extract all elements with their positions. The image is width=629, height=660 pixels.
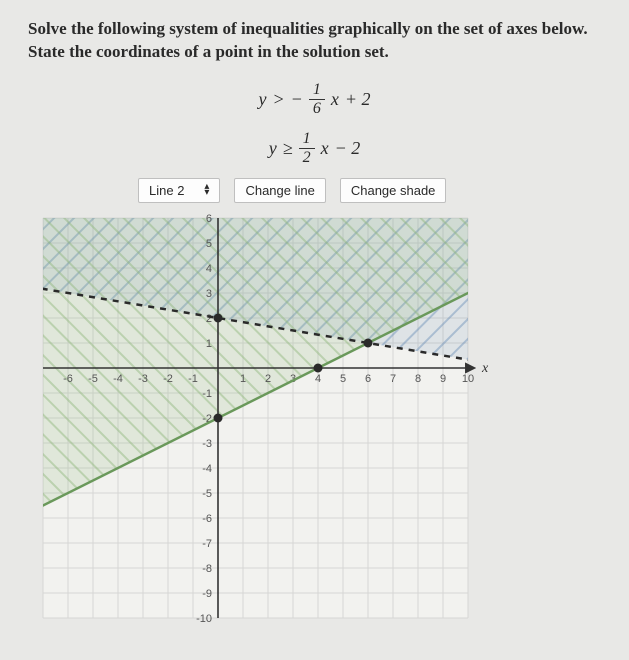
svg-text:4: 4 — [315, 373, 321, 385]
svg-text:-1: -1 — [188, 373, 198, 385]
svg-text:-8: -8 — [202, 563, 212, 575]
svg-text:-7: -7 — [202, 538, 212, 550]
svg-text:-3: -3 — [202, 438, 212, 450]
svg-text:1: 1 — [206, 338, 212, 350]
graph-area[interactable]: -6 -5 -4 -3 -2 -1 1 2 3 4 5 6 7 8 9 10 -10 -9 -8 -7 -6 -5 -4 -3… — [38, 213, 498, 633]
svg-text:-3: -3 — [138, 373, 148, 385]
ineq1-tail: + 2 — [345, 89, 371, 110]
svg-text:10: 10 — [462, 373, 474, 385]
ineq2-den: 2 — [303, 149, 311, 166]
svg-text:-4: -4 — [202, 463, 212, 475]
ineq1-x: x — [331, 89, 339, 110]
ineq2-x: x — [321, 138, 329, 159]
svg-text:-6: -6 — [202, 513, 212, 525]
svg-text:-5: -5 — [88, 373, 98, 385]
svg-text:x: x — [481, 361, 489, 376]
ineq1-fraction: 1 6 — [309, 82, 325, 117]
svg-text:6: 6 — [206, 213, 212, 225]
ineq1-op: > — [273, 89, 285, 110]
ineq1-lhs: y — [259, 89, 267, 110]
svg-text:1: 1 — [240, 373, 246, 385]
ineq2-num: 1 — [299, 131, 315, 149]
line-select-label: Line 2 — [149, 183, 184, 198]
svg-text:4: 4 — [206, 263, 212, 275]
svg-text:-4: -4 — [113, 373, 123, 385]
inequality-2: y ≥ 1 2 x − 2 — [28, 131, 601, 166]
graph-svg: -6 -5 -4 -3 -2 -1 1 2 3 4 5 6 7 8 9 10 -10 -9 -8 -7 -6 -5 -4 -3… — [38, 213, 498, 633]
svg-text:-5: -5 — [202, 488, 212, 500]
svg-text:9: 9 — [440, 373, 446, 385]
change-shade-button[interactable]: Change shade — [340, 178, 447, 203]
svg-text:-9: -9 — [202, 588, 212, 600]
svg-text:-1: -1 — [202, 388, 212, 400]
svg-text:2: 2 — [206, 313, 212, 325]
svg-text:-2: -2 — [163, 373, 173, 385]
svg-text:7: 7 — [390, 373, 396, 385]
svg-text:6: 6 — [365, 373, 371, 385]
svg-text:-6: -6 — [63, 373, 73, 385]
line-select[interactable]: Line 2 ▴▾ — [138, 178, 220, 203]
inequality-1: y > − 1 6 x + 2 — [28, 82, 601, 117]
ineq2-fraction: 1 2 — [299, 131, 315, 166]
svg-text:-10: -10 — [196, 613, 212, 625]
ineq1-num: 1 — [309, 82, 325, 100]
controls-row: Line 2 ▴▾ Change line Change shade — [138, 178, 601, 203]
svg-text:3: 3 — [206, 288, 212, 300]
svg-text:8: 8 — [415, 373, 421, 385]
change-line-button[interactable]: Change line — [234, 178, 325, 203]
ineq2-op: ≥ — [283, 138, 293, 159]
ineq2-lhs: y — [269, 138, 277, 159]
ineq1-neg: − — [291, 89, 303, 110]
instruction-line-2: State the coordinates of a point in the … — [28, 42, 389, 61]
ineq1-den: 6 — [313, 100, 321, 117]
svg-text:5: 5 — [206, 238, 212, 250]
svg-text:2: 2 — [265, 373, 271, 385]
ineq2-tail: − 2 — [335, 138, 361, 159]
instruction-line-1: Solve the following system of inequaliti… — [28, 19, 588, 38]
svg-text:5: 5 — [340, 373, 346, 385]
chevron-updown-icon: ▴▾ — [204, 184, 209, 196]
